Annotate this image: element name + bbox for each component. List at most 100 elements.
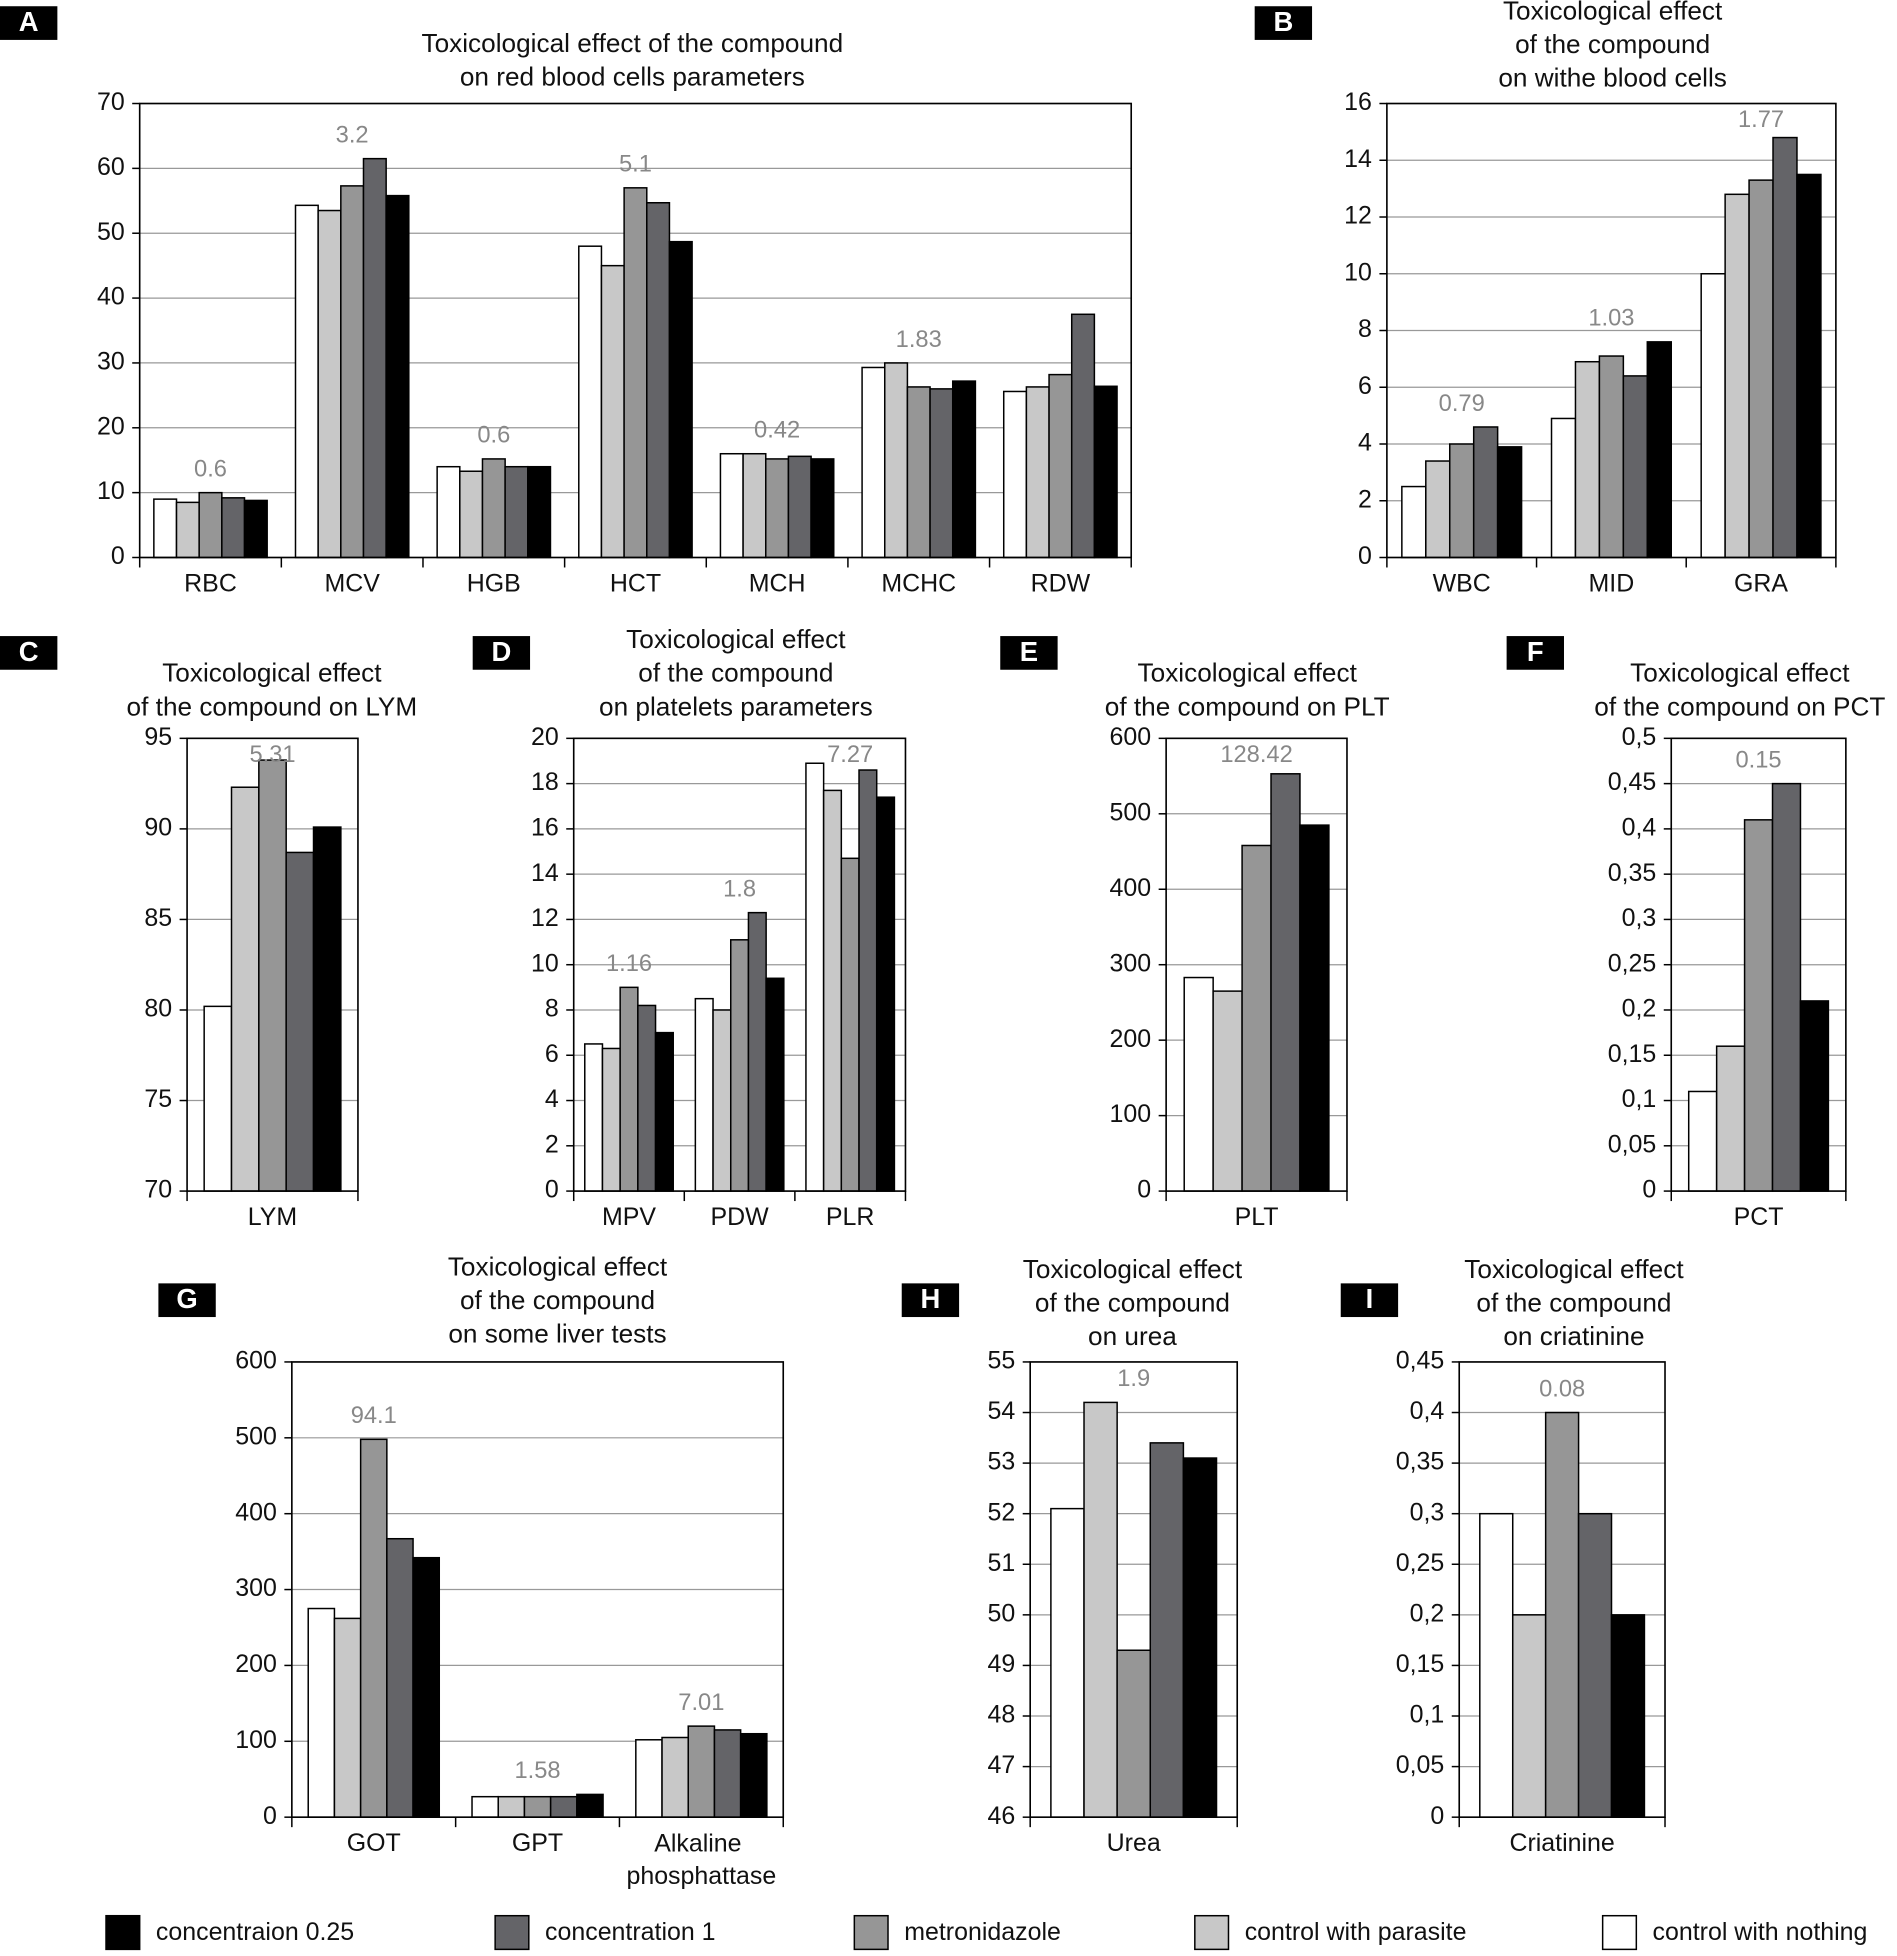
bar <box>523 1795 552 1818</box>
y-tick-label: 48 <box>987 1701 1015 1729</box>
bar <box>1724 193 1750 559</box>
chart-title: on criatinine <box>1503 1321 1644 1351</box>
annotation: 5.1 <box>619 152 652 178</box>
y-tick-label: 0,25 <box>1396 1549 1445 1577</box>
y-tick-label: 16 <box>1344 88 1372 116</box>
bar <box>1448 443 1475 559</box>
y-tick-label: 10 <box>531 949 559 977</box>
bar <box>712 1009 732 1192</box>
y-tick-label: 30 <box>97 348 125 376</box>
bar <box>729 939 750 1192</box>
panel-badge <box>1254 6 1313 40</box>
panel-badge <box>0 636 58 670</box>
chart-title: of the compound <box>460 1285 655 1315</box>
legend-swatch <box>1194 1914 1230 1951</box>
panel-letter: D <box>491 636 511 667</box>
bar <box>386 1537 414 1818</box>
bar <box>822 789 843 1192</box>
annotation: 0.15 <box>1735 747 1781 773</box>
bar <box>481 458 506 559</box>
bar <box>1687 1090 1718 1192</box>
bar <box>471 1795 499 1818</box>
annotation: 5.31 <box>249 742 295 768</box>
bar <box>333 1617 362 1818</box>
plot-frame <box>1165 737 1348 1192</box>
y-tick-label: 0,1 <box>1622 1085 1657 1113</box>
y-tick-label: 16 <box>531 813 559 841</box>
bar <box>584 1043 604 1192</box>
annotation: 1.83 <box>896 327 942 353</box>
panel-letter: E <box>1020 636 1038 667</box>
panel-letter: A <box>19 6 39 37</box>
y-tick-label: 6 <box>1358 372 1372 400</box>
y-tick-label: 0 <box>1358 542 1372 570</box>
y-tick-label: 0 <box>111 542 125 570</box>
chart-title: on some liver tests <box>448 1319 666 1349</box>
annotation: 1.9 <box>1117 1366 1150 1392</box>
bar <box>719 452 744 559</box>
y-tick-label: 70 <box>144 1176 172 1204</box>
annotation: 94.1 <box>351 1403 397 1429</box>
chart-title: Toxicological effect <box>1464 1254 1684 1284</box>
chart-title: of the compound <box>1515 29 1710 59</box>
panel-letter: G <box>176 1283 197 1314</box>
bar <box>739 1732 768 1818</box>
y-tick-label: 0 <box>1137 1176 1151 1204</box>
bar <box>340 185 365 559</box>
bar <box>1743 819 1774 1192</box>
y-tick-label: 80 <box>144 995 172 1023</box>
y-tick-label: 0,1 <box>1410 1701 1445 1729</box>
bar <box>1610 1614 1646 1818</box>
x-tick-label: LYM <box>248 1203 297 1231</box>
bar <box>742 452 767 559</box>
legend-label: metronidazole <box>904 1918 1061 1946</box>
chart-title: on platelets parameters <box>599 691 873 721</box>
plot-frame <box>572 737 907 1192</box>
annotation: 0.6 <box>194 456 227 482</box>
bar <box>765 977 785 1192</box>
plot-frame <box>186 737 359 1192</box>
plot-frame <box>1386 102 1837 559</box>
bar <box>203 1005 233 1192</box>
y-tick-label: 0,05 <box>1608 1130 1657 1158</box>
bar <box>810 458 835 559</box>
bar <box>1577 1512 1613 1818</box>
legend-swatch <box>494 1914 530 1951</box>
y-tick-label: 90 <box>144 813 172 841</box>
bar <box>1550 417 1577 559</box>
bar <box>840 857 860 1192</box>
y-tick-label: 0 <box>545 1176 559 1204</box>
bar <box>198 491 223 559</box>
bar <box>1401 485 1427 559</box>
bar <box>747 911 767 1192</box>
bar <box>1544 1411 1580 1818</box>
y-tick-label: 0 <box>1430 1802 1444 1830</box>
bar <box>385 194 410 559</box>
y-tick-label: 49 <box>987 1650 1015 1678</box>
legend-swatch <box>853 1914 889 1951</box>
bar <box>497 1795 526 1818</box>
y-tick-label: 2 <box>545 1130 559 1158</box>
y-tick-label: 0,3 <box>1622 904 1657 932</box>
bar <box>623 187 648 559</box>
y-tick-label: 600 <box>235 1347 277 1375</box>
legend-swatch <box>1601 1914 1638 1951</box>
bar <box>1496 446 1523 559</box>
bar <box>317 209 342 559</box>
bar <box>549 1795 578 1818</box>
x-tick-label: WBC <box>1433 570 1491 598</box>
chart-title: of the compound <box>1476 1287 1671 1317</box>
bar <box>576 1793 604 1818</box>
chart-title: Toxicological effect <box>162 658 382 688</box>
bar <box>1083 1401 1118 1818</box>
x-tick-label: MPV <box>602 1203 656 1231</box>
y-tick-label: 2 <box>1358 485 1372 513</box>
y-tick-label: 40 <box>97 283 125 311</box>
y-tick-label: 0,3 <box>1410 1498 1445 1526</box>
y-tick-label: 300 <box>235 1574 277 1602</box>
bar <box>1796 173 1822 559</box>
y-tick-label: 300 <box>1110 949 1152 977</box>
bar <box>243 499 268 559</box>
